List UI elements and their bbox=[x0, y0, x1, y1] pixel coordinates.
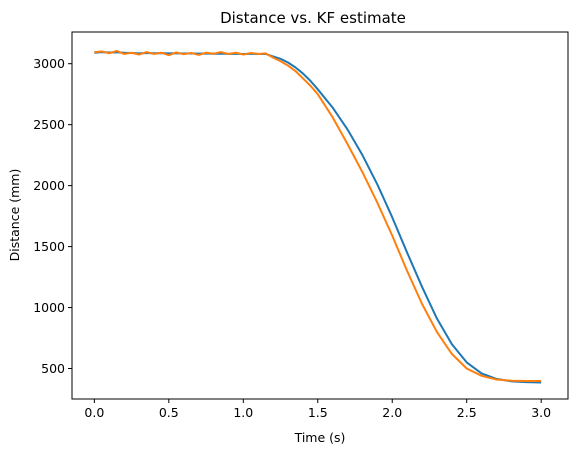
x-tick-label: 3.0 bbox=[531, 405, 551, 420]
series-line-2 bbox=[94, 49, 542, 382]
y-tick-label: 3000 bbox=[33, 56, 65, 71]
y-tick-label: 500 bbox=[41, 361, 65, 376]
x-tick-label: 2.0 bbox=[382, 405, 402, 420]
x-tick-label: 0.5 bbox=[159, 405, 179, 420]
y-tick-label: 1000 bbox=[33, 300, 65, 315]
series-layer bbox=[94, 49, 542, 384]
y-tick-label: 2500 bbox=[33, 117, 65, 132]
chart-title: Distance vs. KF estimate bbox=[220, 9, 406, 27]
x-axis-label: Time (s) bbox=[294, 430, 346, 445]
y-tick-label: 2000 bbox=[33, 178, 65, 193]
plot-frame bbox=[71, 31, 569, 400]
x-tick-label: 1.5 bbox=[308, 405, 328, 420]
y-tick-label: 1500 bbox=[33, 239, 65, 254]
y-axis-label: Distance (mm) bbox=[7, 169, 22, 262]
x-tick-label: 2.5 bbox=[457, 405, 477, 420]
y-axis: 500 1000 1500 2000 2500 3000 bbox=[33, 56, 72, 376]
x-tick-label: 0.0 bbox=[84, 405, 104, 420]
x-tick-label: 1.0 bbox=[233, 405, 253, 420]
x-axis: 0.0 0.5 1.0 1.5 2.0 2.5 3.0 bbox=[84, 399, 551, 420]
